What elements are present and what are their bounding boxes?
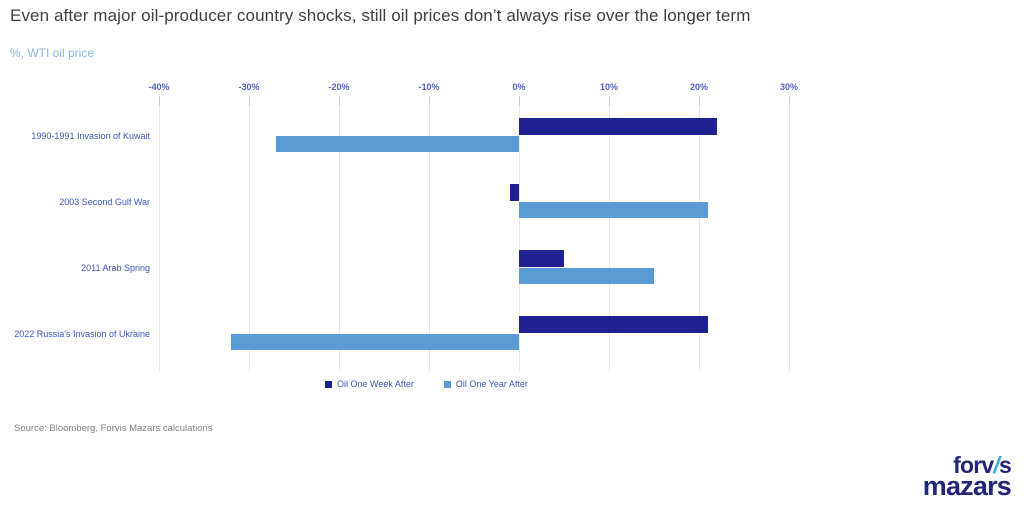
category-label: 2011 Arab Spring xyxy=(81,263,150,273)
axis-tick-label: -30% xyxy=(238,82,260,92)
logo-wordmark-bottom: mazars xyxy=(923,472,1012,499)
category-label: 2003 Second Gulf War xyxy=(59,197,150,207)
logo-slash-icon: / xyxy=(993,452,999,478)
legend-item: Oil One Week After xyxy=(325,379,414,389)
bar-week-after xyxy=(510,184,519,201)
gridline xyxy=(339,96,340,371)
bar-year-after xyxy=(276,136,519,152)
axis-tick xyxy=(699,96,700,106)
legend-swatch-icon xyxy=(325,380,332,388)
axis-tick xyxy=(249,96,250,106)
gridline xyxy=(609,96,610,371)
category-label: 1990-1991 Invasion of Kuwait xyxy=(31,131,150,141)
bar-year-after xyxy=(519,268,654,284)
legend-item: Oil One Year After xyxy=(443,379,528,389)
gridline xyxy=(249,96,250,371)
axis-tick-label: -10% xyxy=(418,82,440,92)
axis-tick-label: 0% xyxy=(512,82,526,92)
legend-label: Oil One Year After xyxy=(455,379,528,389)
bar-year-after xyxy=(519,202,708,218)
chart-title: Even after major oil-producer country sh… xyxy=(10,6,751,25)
logo-text-mazars: mazars xyxy=(922,470,1012,501)
category-label: 2022 Russia's Invasion of Ukraine xyxy=(14,329,150,339)
axis-tick-label: 10% xyxy=(599,82,618,92)
logo-wordmark-top: forv/s xyxy=(923,454,1012,477)
axis-tick xyxy=(339,96,340,106)
gridline xyxy=(789,96,790,371)
bar-week-after xyxy=(519,118,717,135)
gridline xyxy=(699,96,700,371)
chart-legend: Oil One Week After Oil One Year After xyxy=(325,379,528,389)
axis-tick-label: -20% xyxy=(328,82,350,92)
forvis-mazars-logo: forv/s mazars xyxy=(923,454,1012,500)
chart-subtitle: %, WTI oil price xyxy=(10,46,95,60)
axis-tick-label: -40% xyxy=(148,82,170,92)
axis-tick xyxy=(429,96,430,106)
legend-swatch-icon xyxy=(443,380,451,388)
axis-tick xyxy=(789,96,790,106)
axis-tick xyxy=(519,96,520,106)
bar-week-after xyxy=(519,316,708,333)
legend-label: Oil One Week After xyxy=(337,379,414,389)
axis-tick xyxy=(159,96,160,106)
axis-tick-label: 30% xyxy=(779,82,798,92)
bar-week-after xyxy=(519,250,564,267)
logo-text-forv: forv xyxy=(953,452,994,478)
axis-tick-label: 20% xyxy=(689,82,708,92)
bar-year-after xyxy=(231,334,519,350)
gridline xyxy=(429,96,430,371)
gridline xyxy=(159,96,160,371)
gridline xyxy=(519,96,520,371)
logo-text-s: s xyxy=(999,452,1012,478)
source-note: Source: Bloomberg, Forvis Mazars calcula… xyxy=(14,423,213,434)
axis-tick xyxy=(609,96,610,106)
